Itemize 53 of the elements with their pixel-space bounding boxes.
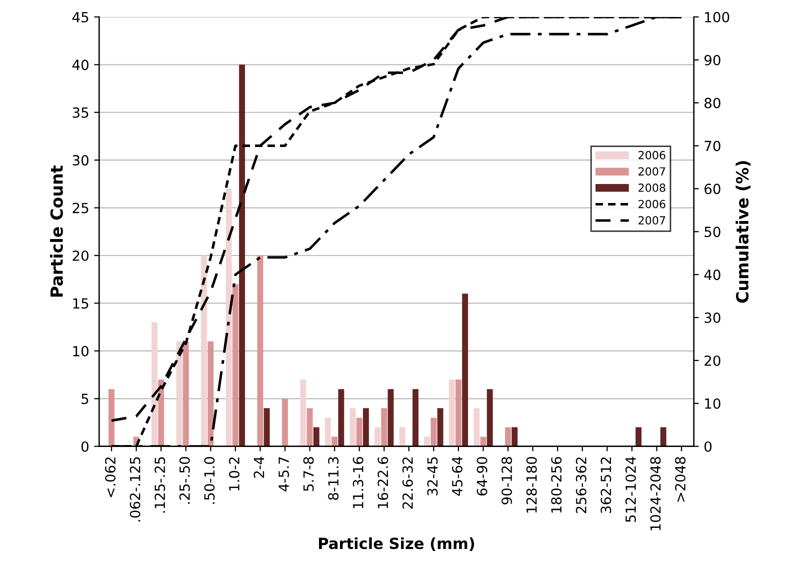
legend-label: 2007 (638, 216, 666, 225)
x-tick-label: 5.7-8 (303, 457, 314, 491)
x-tick-label: 32-45 (427, 457, 438, 496)
y-tick-label: 45 (72, 12, 88, 22)
x-tick-label: 22.6-32 (402, 457, 413, 509)
y-tick-label: 25 (72, 202, 88, 214)
y-axis-title: Particle Count (50, 166, 63, 297)
y-tick-label: 5 (82, 394, 88, 404)
x-tick-label: 64-90 (476, 456, 488, 496)
x-tick-label: .50-1.0 (204, 456, 215, 504)
x-tick-label: .125-.25 (154, 457, 166, 513)
legend-label: 2006 (638, 200, 666, 208)
x-tick-label: 512-1024 (625, 456, 636, 522)
y2-tick-label: 0 (704, 441, 712, 452)
x-tick-label: .062-.125 (130, 457, 140, 522)
y-tick-label: 40 (72, 60, 88, 70)
x-tick-label: 362-512 (600, 457, 612, 514)
x-tick-label: >2048 (675, 457, 686, 502)
y-tick-label: 15 (73, 298, 88, 309)
y2-tick-label: 80 (704, 98, 720, 108)
x-tick-label: 1.0-2 (228, 457, 240, 490)
x-tick-label: 180-256 (551, 456, 562, 513)
y2-tick-label: 10 (705, 398, 720, 409)
y2-tick-label: 60 (704, 184, 720, 194)
x-tick-label: 90-128 (502, 457, 512, 504)
y2-tick-label: 40 (704, 270, 720, 280)
y-tick-label: 20 (72, 250, 88, 261)
legend-label: 2008 (638, 184, 666, 192)
x-axis-title: Particle Size (mm) (319, 537, 474, 551)
legend-label: 2007 (638, 167, 666, 176)
x-tick-label: 1024-2048 (650, 457, 661, 530)
x-tick-label: 4-5.7 (278, 457, 290, 492)
x-tick-label: 16-22.6 (378, 456, 388, 508)
x-tick-label: 2-4 (254, 456, 264, 478)
x-tick-label: 8-11.3 (328, 457, 339, 500)
y2-tick-label: 90 (704, 54, 720, 66)
y-tick-label: 0 (81, 441, 88, 452)
x-tick-label: 11.3-16 (352, 456, 364, 508)
x-tick-label: 128-180 (526, 456, 537, 513)
y-tick-label: 30 (72, 155, 88, 166)
y2-tick-label: 30 (704, 312, 720, 324)
y2-tick-label: 50 (704, 226, 720, 238)
y-tick-label: 10 (73, 346, 88, 356)
x-tick-label: 45-64 (452, 456, 462, 496)
y2-tick-label: 20 (704, 355, 720, 366)
x-tick-label: .25-.50 (179, 456, 190, 504)
y2-tick-label: 100 (705, 12, 730, 22)
y2-axis-title: Cumulative (%) (736, 161, 751, 303)
x-tick-label: 256-362 (576, 457, 586, 514)
x-tick-label: <.062 (105, 457, 116, 498)
y-tick-label: 35 (72, 107, 88, 118)
legend-label: 2006 (638, 150, 666, 160)
y2-tick-label: 70 (704, 140, 720, 152)
